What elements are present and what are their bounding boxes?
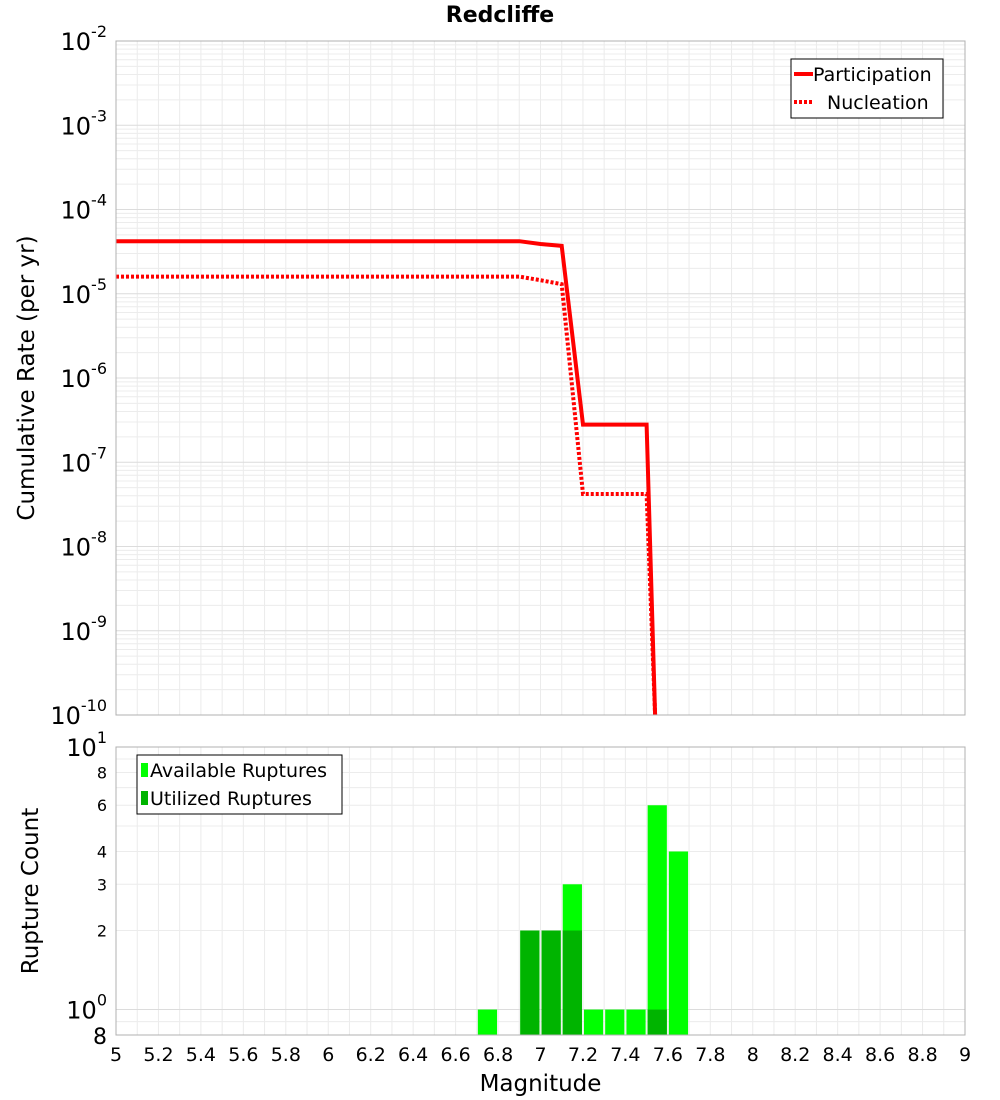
magnitude-x-tick-label: 8.8 (907, 1044, 937, 1066)
magnitude-x-tick-label: 7 (534, 1044, 546, 1066)
series-line-nucleation (116, 274, 658, 716)
magnitude-x-tick-label: 5.2 (143, 1044, 173, 1066)
rate-plot-grid (115, 41, 966, 716)
rate-plot-series (116, 239, 658, 716)
rupture-legend: Available Ruptures Utilized Ruptures (136, 754, 343, 815)
rupture-y-major-tick-label: 101 (66, 728, 107, 762)
magnitude-x-axis-label: Magnitude (480, 1071, 602, 1097)
rate-y-tick-label: 10-7 (61, 443, 108, 477)
magnitude-x-tick-label: 5.4 (186, 1044, 216, 1066)
magnitude-x-tick-label: 6.2 (356, 1044, 386, 1066)
rate-plot: 10-2 10-3 10-4 10-5 10-6 10-7 10-8 10-9 10-10 Cu… (14, 22, 966, 730)
magnitude-x-tick-label: 7.4 (610, 1044, 640, 1066)
magnitude-x-tick-label: 8.4 (823, 1044, 853, 1066)
magnitude-x-tick-label: 6.6 (440, 1044, 470, 1066)
magnitude-x-tick-label: 6.8 (483, 1044, 513, 1066)
rate-legend-label-participation: Participation (813, 64, 932, 86)
rupture-legend-swatch-available-ruptures (141, 763, 148, 777)
rupture-y-tick-label: 2 (97, 922, 107, 941)
magnitude-x-tick-label: 9 (959, 1044, 971, 1066)
magnitude-x-tick-labels: 5 5.2 5.4 5.6 5.8 6 6.2 6.4 6.6 6.8 7 7.2 7.4 7.6 7.8 8… (110, 1044, 971, 1066)
rupture-y-tick-label: 6 (97, 796, 107, 815)
rate-legend: Participation Nucleation (790, 58, 944, 119)
magnitude-x-tick-label: 7.8 (695, 1044, 725, 1066)
rate-y-tick-label: 10-5 (61, 275, 108, 309)
rate-legend-box (790, 58, 944, 119)
rupture-legend-label-utilized-ruptures: Utilized Ruptures (150, 788, 312, 810)
rupture-y-major-tick-label: 100 (66, 991, 107, 1025)
magnitude-x-tick-label: 6.4 (398, 1044, 428, 1066)
rate-y-tick-label: 10-8 (61, 528, 108, 562)
magnitude-x-tick-label: 8.6 (865, 1044, 895, 1066)
bar-available-ruptures (626, 1009, 646, 1035)
bar-utilized-ruptures (541, 930, 561, 1035)
rupture-legend-box (136, 754, 343, 815)
magnitude-x-tick-label: 8.2 (780, 1044, 810, 1066)
rate-y-tick-labels: 10-2 10-3 10-4 10-5 10-6 10-7 10-8 10-9 10-10 (50, 22, 107, 730)
rupture-y-tick-label: 4 (97, 842, 107, 861)
magnitude-x-tick-label: 6 (322, 1044, 334, 1066)
rupture-legend-label-available-ruptures: Available Ruptures (150, 760, 327, 782)
rate-y-axis-label: Cumulative Rate (per yr) (14, 235, 40, 520)
rupture-bars (477, 805, 689, 1035)
magnitude-x-tick-label: 7.2 (568, 1044, 598, 1066)
magnitude-x-tick-label: 8 (747, 1044, 759, 1066)
rupture-y-axis-label: Rupture Count (18, 808, 44, 974)
magnitude-x-tick-label: 5.8 (271, 1044, 301, 1066)
rate-legend-label-nucleation: Nucleation (827, 92, 929, 114)
magnitude-x-tick-label: 7.6 (653, 1044, 683, 1066)
rate-y-tick-label: 10-9 (61, 612, 108, 646)
rupture-plot-frame (115, 746, 966, 1036)
bar-utilized-ruptures (562, 930, 582, 1035)
rate-y-tick-label: 10-4 (61, 191, 108, 225)
rupture-y-bottom-tick-label: 8 (93, 1025, 107, 1050)
bar-available-ruptures (605, 1009, 625, 1035)
rupture-y-tick-label: 8 (97, 763, 107, 782)
rate-y-tick-label: 10-10 (50, 696, 107, 730)
magnitude-x-tick-label: 5.6 (228, 1044, 258, 1066)
rate-y-tick-label: 10-3 (61, 106, 108, 140)
bar-available-ruptures (668, 851, 689, 1035)
rate-y-tick-label: 10-6 (61, 359, 108, 393)
chart-title: Redcliffe (446, 3, 554, 28)
bar-utilized-ruptures (647, 1009, 667, 1035)
rupture-legend-swatch-utilized-ruptures (141, 791, 148, 805)
bar-utilized-ruptures (520, 930, 540, 1035)
rate-plot-frame (115, 40, 966, 716)
bar-available-ruptures (583, 1009, 604, 1035)
rupture-y-tick-label: 3 (97, 875, 107, 894)
bar-available-ruptures (647, 805, 667, 1035)
rate-y-tick-label: 10-2 (61, 22, 108, 56)
bar-available-ruptures (477, 1009, 498, 1035)
magnitude-x-tick-label: 5 (110, 1044, 122, 1066)
series-line-participation (116, 239, 658, 716)
